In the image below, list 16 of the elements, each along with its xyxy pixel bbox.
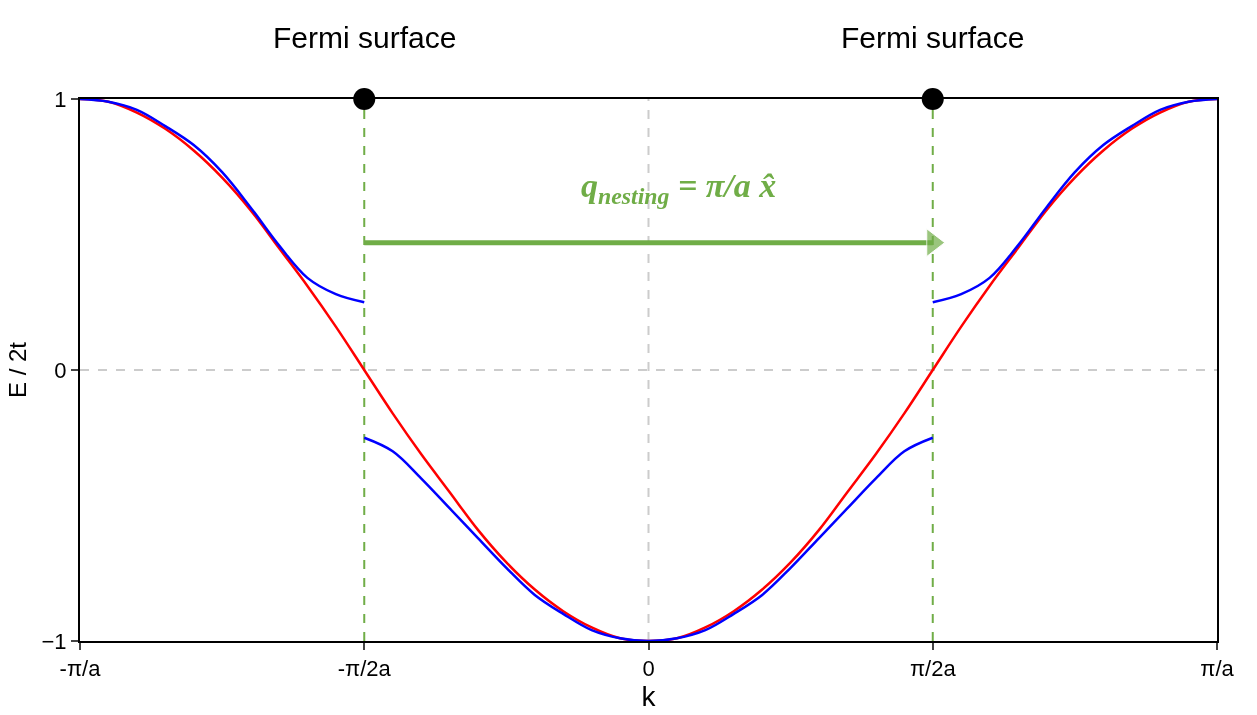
x-tick-label: -π/a [59,656,102,682]
x-tick-label: π/a [1200,656,1235,682]
line-series [363,436,934,641]
y-tick-label: −1 [41,628,67,654]
annotation: Fermi surface [273,21,457,54]
annotation: q$_{nesting}$ = π/a x̂ [581,167,777,210]
y-tick-label: 0 [54,357,67,383]
y-tick-label: 1 [54,86,67,112]
line-series [80,99,366,304]
annotation: Fermi surface [841,21,1025,54]
x-tick-label: 0 [642,656,655,682]
line-series [931,99,1217,304]
y-axis-title: E / 2t [4,341,32,399]
x-tick-label: π/2a [909,656,957,682]
x-tick-label: -π/2a [337,656,392,682]
x-axis-title: k [641,681,657,713]
